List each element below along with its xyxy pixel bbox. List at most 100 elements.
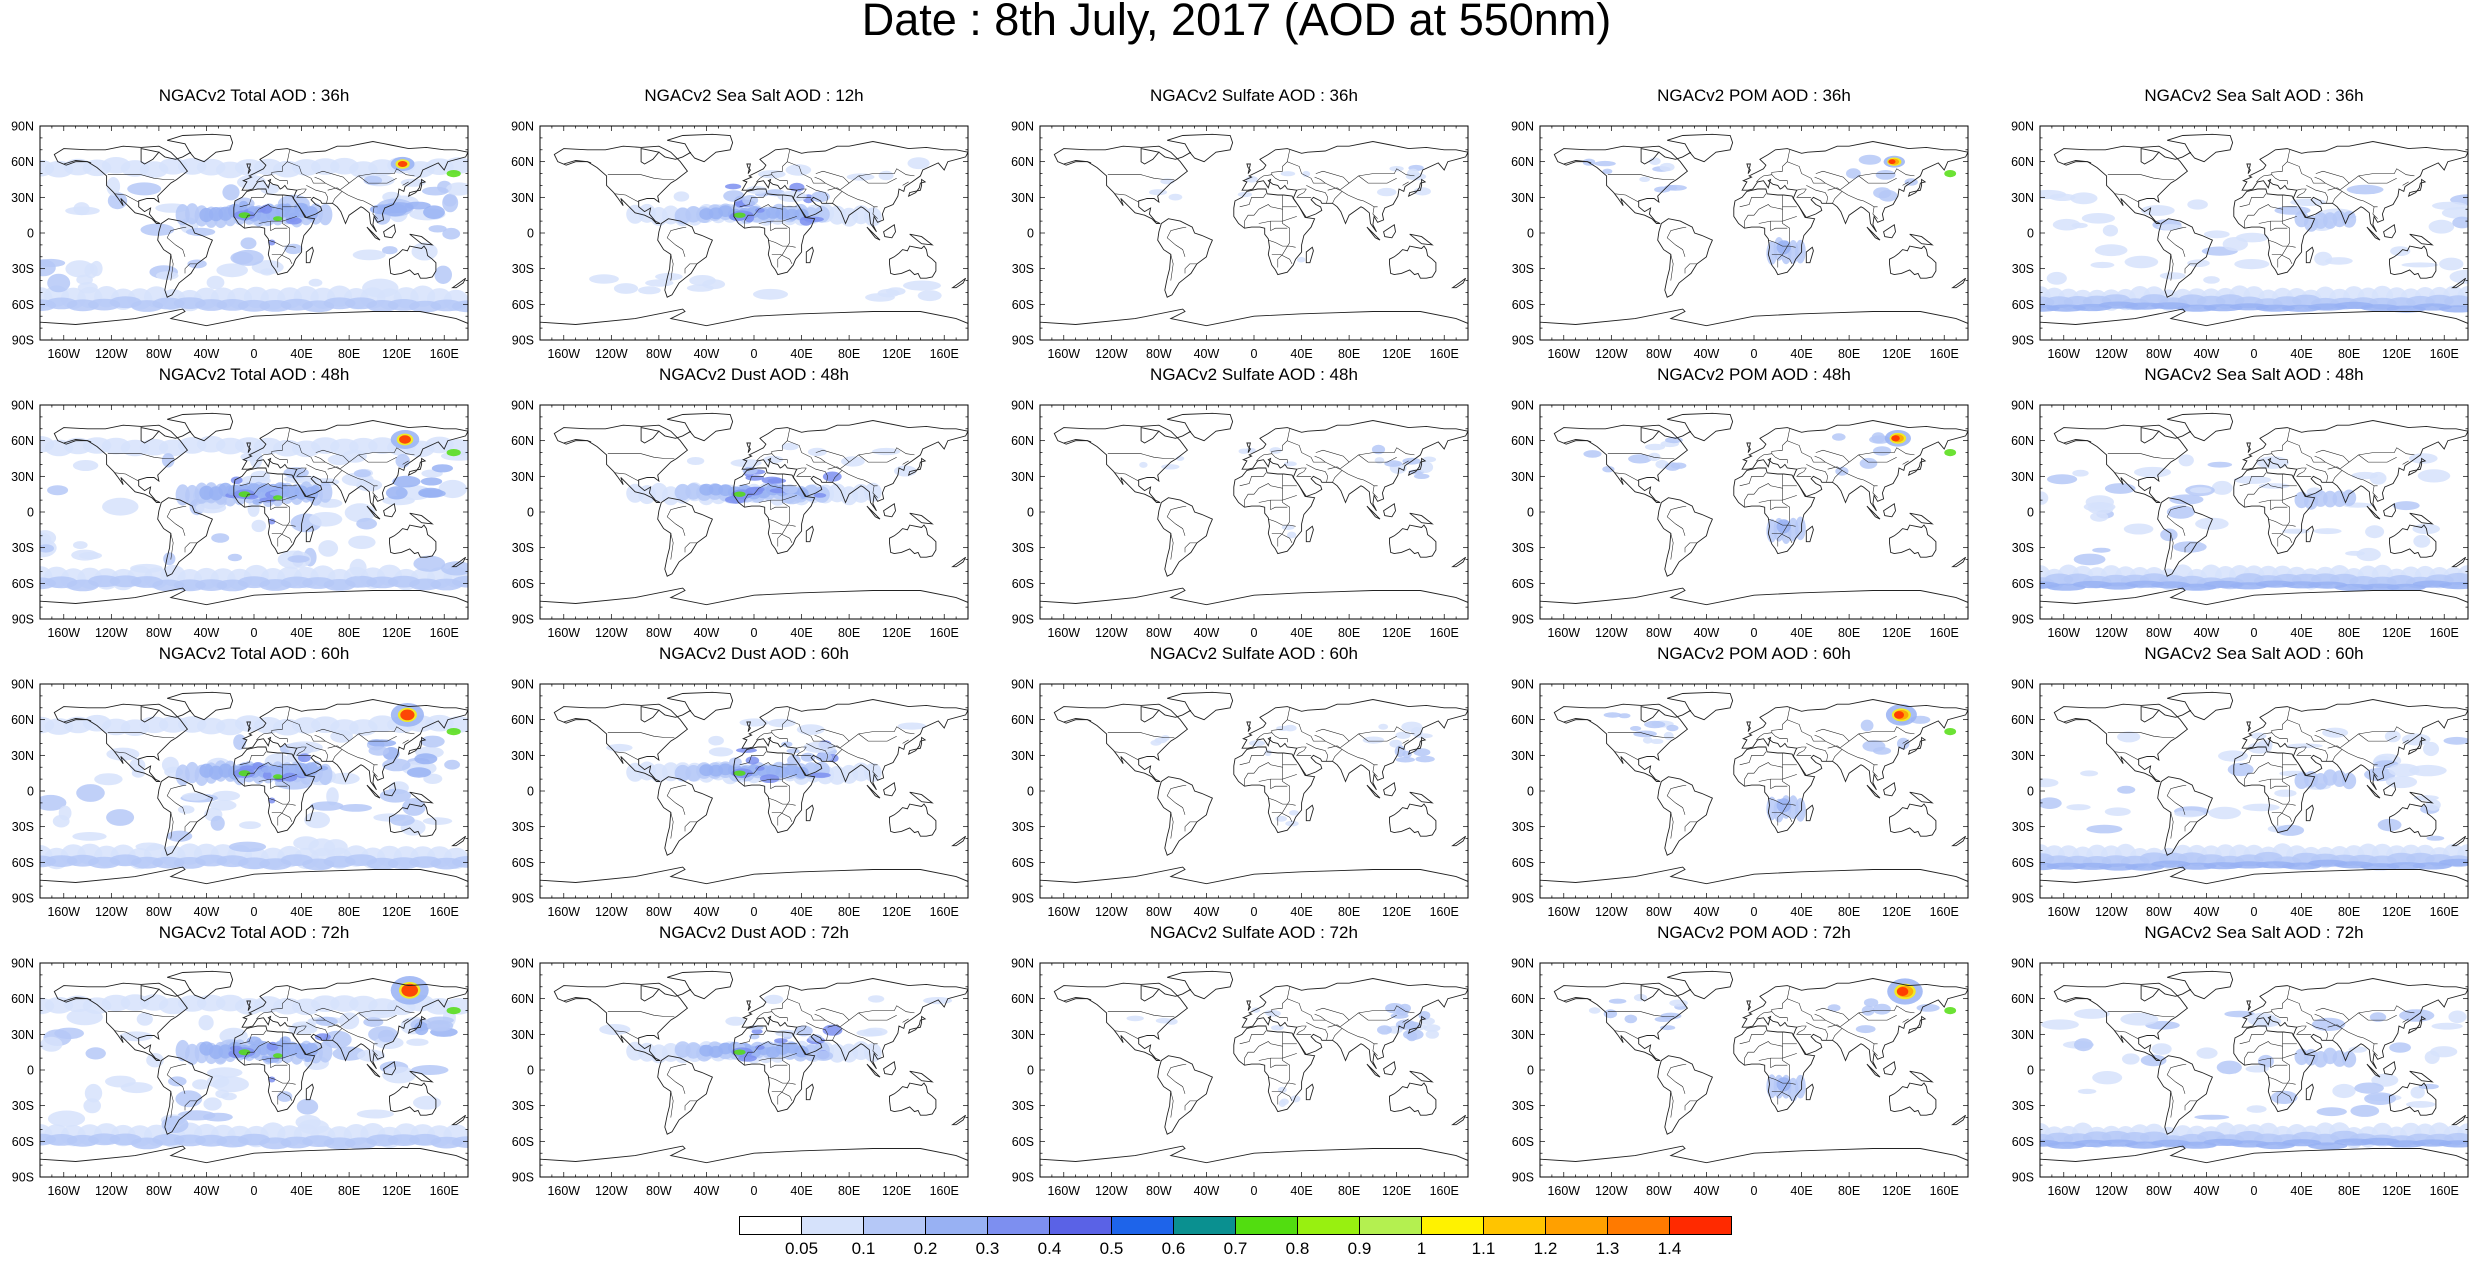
longitude-label: 120W <box>1095 1184 1128 1198</box>
aod-region <box>2317 1107 2347 1116</box>
longitude-label: 0 <box>1251 347 1258 361</box>
aod-region <box>886 287 906 295</box>
longitude-label: 40E <box>1790 905 1812 919</box>
latitude-label: 90N <box>1011 120 1034 134</box>
panel-title: NGACv2 Sea Salt AOD : 60h <box>2040 644 2468 664</box>
longitude-label: 160E <box>430 347 459 361</box>
aod-region <box>864 763 882 782</box>
aod-region <box>74 202 90 215</box>
longitude-label: 120E <box>1882 905 1911 919</box>
longitude-label: 160E <box>1430 1184 1459 1198</box>
aod-region <box>2179 454 2194 466</box>
aod-region <box>787 749 800 754</box>
latitude-label: 90S <box>12 613 34 627</box>
aod-region <box>447 449 461 456</box>
longitude-label: 160W <box>1047 1184 1080 1198</box>
colorbar-label: 0.05 <box>785 1239 818 1258</box>
longitude-label: 40E <box>1290 1184 1312 1198</box>
latitude-label: 30N <box>11 470 34 484</box>
longitude-label: 40E <box>290 626 312 640</box>
aod-region <box>2190 487 2211 493</box>
longitude-label: 80E <box>838 905 860 919</box>
aod-region <box>207 276 225 290</box>
aod-region <box>1375 457 1385 464</box>
longitude-label: 160E <box>1430 626 1459 640</box>
latitude-label: 90S <box>512 613 534 627</box>
aod-region <box>94 773 122 785</box>
longitude-label: 160W <box>547 347 580 361</box>
longitude-label: 40W <box>2194 1184 2220 1198</box>
latitude-label: 0 <box>1027 785 1034 799</box>
longitude-label: 80W <box>1146 626 1172 640</box>
panel-title: NGACv2 Sea Salt AOD : 36h <box>2040 86 2468 106</box>
latitude-label: 30S <box>512 262 534 276</box>
colorbar-swatch <box>1050 1217 1112 1235</box>
latitude-label: 60S <box>12 856 34 870</box>
longitude-label: 160W <box>1047 905 1080 919</box>
aod-region <box>2208 807 2241 819</box>
aod-region <box>2452 217 2472 229</box>
aod-region <box>2388 764 2419 777</box>
aod-region <box>2105 483 2136 494</box>
aod-region <box>356 518 377 530</box>
longitude-label: 160E <box>2430 1184 2459 1198</box>
longitude-label: 120W <box>2095 347 2128 361</box>
aod-region <box>589 274 619 284</box>
aod-region <box>297 1099 318 1115</box>
aod-region <box>783 485 798 494</box>
longitude-label: 0 <box>1251 1184 1258 1198</box>
longitude-label: 40E <box>1290 347 1312 361</box>
latitude-label: 90S <box>2012 1171 2034 1185</box>
latitude-label: 60S <box>1012 1135 1034 1149</box>
aod-region <box>2103 225 2118 237</box>
latitude-label: 90N <box>2011 957 2034 971</box>
aod-region <box>2217 1061 2242 1075</box>
longitude-label: 160W <box>47 1184 80 1198</box>
aod-region <box>221 1093 237 1101</box>
latitude-label: 60N <box>1011 434 1034 448</box>
aod-region <box>908 157 930 169</box>
aod-region <box>2071 223 2087 228</box>
aod-region <box>385 202 413 213</box>
latitude-label: 60S <box>1512 1135 1534 1149</box>
latitude-label: 30N <box>1511 749 1534 763</box>
aod-region <box>1609 999 1627 1004</box>
aod-region <box>2092 1071 2122 1084</box>
aod-region <box>2282 529 2310 534</box>
longitude-label: 120W <box>595 1184 628 1198</box>
aod-region <box>1876 170 1896 180</box>
latitude-label: 90S <box>512 334 534 348</box>
aod-region <box>2314 252 2332 266</box>
latitude-label: 0 <box>27 785 34 799</box>
aod-region <box>2439 258 2463 271</box>
longitude-label: 120W <box>95 1184 128 1198</box>
aod-region <box>34 530 56 546</box>
colorbar-label: 0.5 <box>1100 1239 1124 1258</box>
aod-region <box>687 457 704 465</box>
longitude-label: 120W <box>595 626 628 640</box>
latitude-label: 90S <box>512 1171 534 1185</box>
aod-region <box>898 723 927 730</box>
latitude-label: 90N <box>2011 678 2034 692</box>
aod-region <box>241 237 257 249</box>
longitude-label: 160W <box>1547 1184 1580 1198</box>
longitude-label: 80E <box>338 626 360 640</box>
aod-region <box>309 512 342 527</box>
aod-region <box>2313 528 2341 534</box>
latitude-label: 0 <box>27 227 34 241</box>
latitude-label: 60S <box>1012 577 1034 591</box>
longitude-label: 0 <box>2251 905 2258 919</box>
latitude-label: 0 <box>1527 1064 1534 1078</box>
aod-region <box>90 261 102 276</box>
aod-region <box>207 1067 243 1078</box>
aod-region <box>2427 836 2445 841</box>
aod-region <box>413 1096 441 1110</box>
latitude-label: 30S <box>12 541 34 555</box>
